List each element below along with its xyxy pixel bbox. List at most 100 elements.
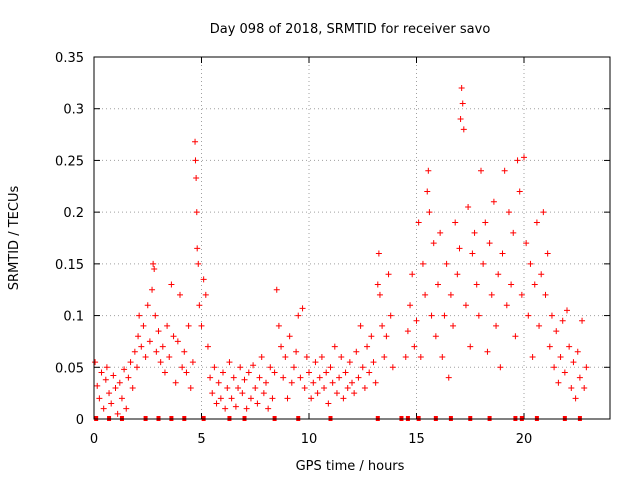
data-point [316,374,323,381]
data-point [555,379,562,386]
data-point [306,369,312,376]
data-point [574,348,581,355]
data-point [559,317,566,324]
data-point [102,376,109,383]
data-point [220,369,226,376]
data-point [282,353,289,360]
data-point [321,384,328,391]
data-point [484,348,491,355]
data-point [441,312,448,319]
data-point [409,271,416,278]
data-point [413,317,420,324]
data-point [172,379,179,386]
data-point [512,333,519,340]
data-point [136,312,143,319]
data-point [428,312,435,319]
data-point [426,209,433,216]
data-point [226,359,233,366]
data-point [193,175,200,182]
data-point [478,167,484,174]
data-point [482,219,489,226]
data-point [286,333,293,340]
data-point [417,353,424,360]
data-point [217,395,224,402]
data-point [235,384,242,391]
data-point [457,116,464,123]
x-tick-label: 5 [197,432,205,447]
data-point [452,219,459,226]
data-point [146,338,153,345]
data-point [100,405,107,412]
data-points [92,85,590,421]
data-point [422,291,429,298]
data-point [164,322,171,329]
data-point [312,359,319,366]
data-point [293,348,300,355]
data-point [232,403,239,410]
data-point [583,364,590,371]
data-point [129,384,136,391]
data-point [94,382,101,389]
data-point [98,369,105,376]
data-point [155,328,162,335]
data-point [260,390,267,397]
data-point [458,85,465,92]
data-point [495,271,502,278]
data-point [110,372,117,379]
data-point [469,250,476,257]
data-point [230,374,237,381]
data-point [548,312,555,319]
data-point [351,390,358,397]
data-point [499,250,506,257]
data-point [376,291,383,298]
y-tick-label: 0.35 [55,51,84,66]
data-point [419,260,426,267]
data-point [493,322,500,329]
data-point [473,281,480,288]
data-point [443,260,450,267]
data-point [576,374,583,381]
data-point [194,245,201,252]
data-point [533,219,540,226]
data-point [475,312,482,319]
data-point [546,343,553,350]
data-point [445,374,452,381]
data-point [215,379,222,386]
data-point [389,364,396,371]
data-point [151,266,158,273]
data-point [402,353,409,360]
data-point [480,260,487,267]
data-point [207,374,214,381]
data-point [125,374,132,381]
data-point [150,260,157,267]
data-point [258,353,265,360]
data-point [174,338,181,345]
x-tick-label: 10 [301,432,318,447]
data-point [357,322,364,329]
data-point [211,364,218,371]
data-point [254,400,261,407]
data-point [568,384,575,391]
data-point [364,343,371,350]
data-point [346,359,353,366]
data-point [525,312,532,319]
data-point [521,154,527,161]
plot-frame [93,56,611,420]
data-point [462,302,469,309]
data-point [267,364,274,371]
data-point [381,353,388,360]
data-point [508,281,515,288]
data-point [338,353,345,360]
data-point [488,291,495,298]
data-point [131,348,138,355]
data-point [516,188,523,195]
data-point [118,395,125,402]
data-point [269,395,276,402]
data-point [152,312,159,319]
data-point [572,395,579,402]
x-tick-label: 0 [90,432,98,447]
data-point [490,198,497,205]
data-point [222,405,229,412]
data-point [385,271,392,278]
data-point [460,126,467,133]
